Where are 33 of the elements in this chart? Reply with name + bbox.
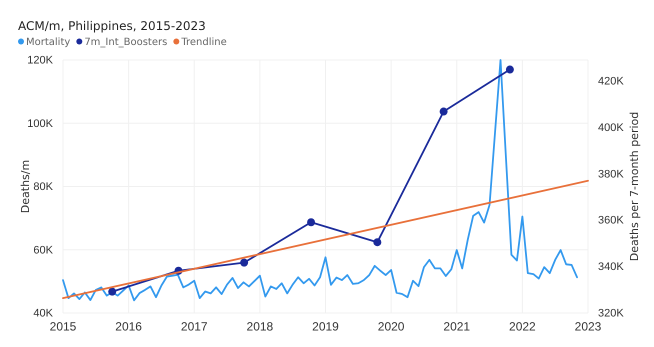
point [108, 288, 116, 296]
legend-label: Mortality [26, 37, 70, 48]
legend-label: Trendline [180, 37, 227, 48]
y-axis-title: Deaths/m [19, 160, 32, 214]
point [373, 238, 382, 246]
y-tick-label: 120K [27, 54, 54, 67]
legend-label: 7m_Int_Boosters [84, 37, 168, 48]
x-tick-label: 2016 [115, 320, 142, 334]
y-tick-label: 100K [27, 118, 54, 130]
y2-tick-label: 400K [598, 122, 624, 134]
point [506, 66, 514, 74]
x-tick-label: 2015 [50, 320, 77, 334]
point [240, 258, 248, 267]
y2-tick-label: 340K [598, 261, 624, 274]
x-tick-label: 2020 [378, 320, 405, 334]
point [440, 108, 448, 116]
y2-tick-label: 360K [598, 214, 624, 227]
y-tick-label: 60K [33, 244, 54, 256]
x-tick-label: 2022 [509, 320, 536, 334]
x-tick-label: 2019 [312, 320, 340, 334]
x-tick-label: 2018 [246, 320, 274, 334]
chart-title: ACM/m, Philippines, 2015-2023 [18, 19, 206, 33]
line-series [62, 59, 578, 302]
x-tick-label: 2023 [574, 320, 602, 334]
y2-axis-title: Deaths per 7-month period [628, 112, 641, 262]
y2-tick-label: 420K [598, 75, 624, 88]
y2-tick-label: 320K [598, 308, 624, 320]
point [307, 218, 316, 226]
x-tick-label: 2021 [443, 320, 470, 334]
y2-tick-label: 380K [598, 168, 624, 180]
x-tick-label: 2017 [180, 320, 208, 334]
y-tick-label: 80K [33, 181, 54, 194]
y-tick-label: 40K [33, 308, 54, 320]
